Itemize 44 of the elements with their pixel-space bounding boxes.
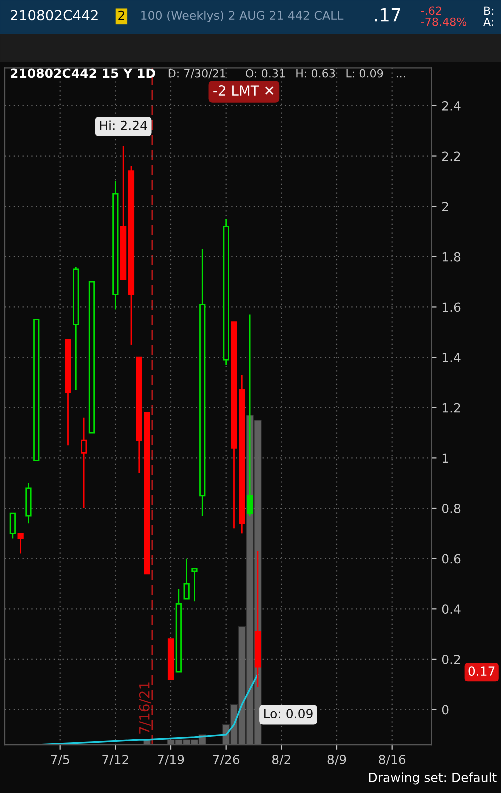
text: 2 [118,10,124,20]
text: Drawing set: Default [369,772,497,785]
y-tick-label: 1.8 [442,252,461,262]
candlestick [200,248,206,517]
y-tick-label: 1 [442,454,448,463]
text: 100 (Weeklys) 2 AUG 21 442 CALL [142,10,344,22]
y-tick-label: 0.8 [442,504,461,514]
annotation: L: 0.09 [346,69,384,78]
text: -.62 [421,6,442,16]
candlestick [80,417,88,510]
y-tick-label: 0.6 [442,554,461,564]
annotation: ... [396,76,406,78]
y-tick-label: 1.2 [442,403,460,413]
text: 210802C442 [11,10,98,21]
x-tick-label: 7/12 [102,754,128,766]
text: .17 [375,8,400,22]
y-tick-label: 0.2 [442,654,460,664]
annotation: D: 7/30/21 [168,69,226,79]
y-tick-label: 0.4 [442,604,461,614]
annotation: Hi: 2.24 [100,120,148,130]
x-tick-label: 8/2 [272,754,290,766]
annotation: H: 0.63 [296,69,336,78]
text: -78.48% [421,18,467,26]
text: 0.17 [468,666,495,676]
x-tick-label: 8/9 [328,754,346,766]
x-tick-label: 8/16 [379,754,406,766]
y-tick-label: 1.6 [442,302,461,312]
y-tick-label: 0 [442,705,449,715]
y-tick-label: 2.4 [442,101,461,111]
chart-title: 210802C442 15 Y 1D [11,68,156,78]
text: B: [484,6,494,15]
annotation: -2 LMT ✕ [214,86,274,96]
y-tick-label: 2.2 [442,152,460,162]
annotation: Lo: 0.09 [264,709,313,719]
y-tick-label: 1.4 [442,353,461,362]
x-tick-label: 7/26 [213,754,240,766]
annotation: O: 0.31 [246,69,286,78]
x-tick-label: 7/19 [158,754,184,766]
candlestick [112,180,119,310]
ref-line-label: 7/16/21 [139,682,151,734]
line-series [36,674,259,746]
x-tick-label: 7/5 [51,755,70,766]
y-tick-label: 2 [442,202,448,212]
text: A: [484,18,494,26]
